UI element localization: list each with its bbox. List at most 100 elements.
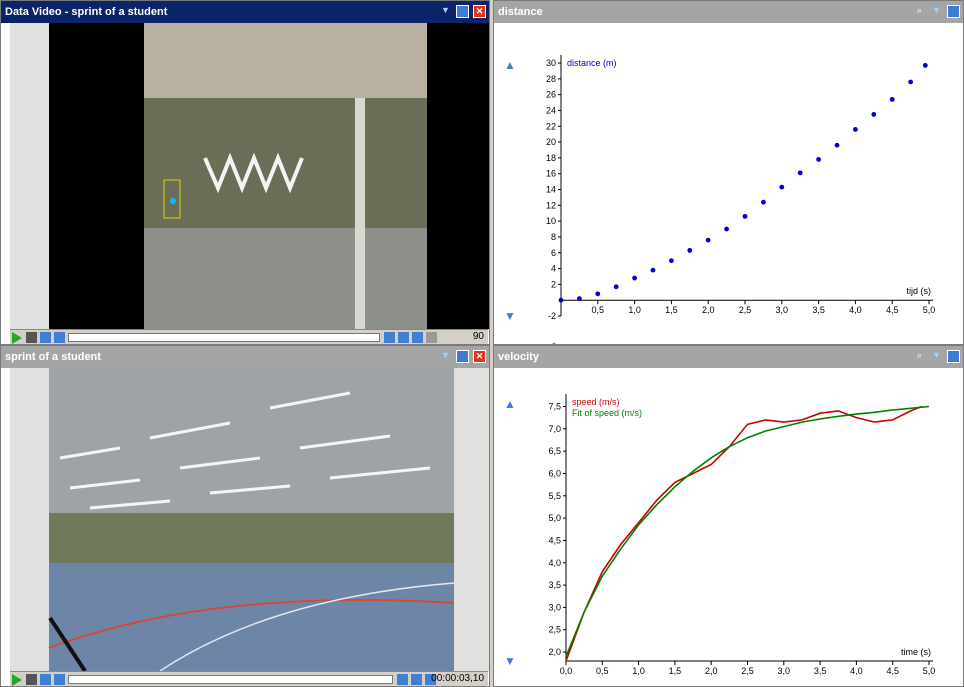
distance-graph-window: distance ⌕ ▼ -2 2 4 6 8 10 12 14 16 18 20 22 24 26 28 3…: [493, 0, 964, 345]
x-tick-label: 0,5: [596, 666, 609, 676]
y-tick-label: 14: [546, 185, 556, 195]
x-tick-label: 5,0: [923, 305, 936, 315]
magnifier-icon[interactable]: [426, 332, 437, 343]
scroll-left-icon: ◀: [546, 684, 556, 686]
y-tick-label: 3,0: [548, 602, 561, 612]
maximize-icon[interactable]: [947, 350, 960, 363]
y-tick-label: -2: [548, 311, 556, 321]
video-titlebar[interactable]: sprint of a student ▼ ✕: [1, 346, 489, 368]
video-frame[interactable]: [10, 368, 489, 673]
x-tick-label: 3,5: [814, 666, 827, 676]
y-tick-label: 20: [546, 137, 556, 147]
y-tick-label: 7,5: [548, 401, 561, 411]
data-video-frame[interactable]: [10, 23, 489, 329]
distance-titlebar[interactable]: distance ⌕ ▼: [494, 1, 963, 23]
legend-label: distance (m): [567, 58, 617, 68]
x-tick-label: 4,0: [850, 666, 863, 676]
y-tick-label: 26: [546, 90, 556, 100]
sports-hall-image: [48, 368, 455, 673]
y-tick-label: 4,0: [548, 558, 561, 568]
play-icon[interactable]: [12, 332, 22, 344]
x-tick-label: 0,0: [560, 666, 573, 676]
last-frame-icon[interactable]: [411, 674, 422, 685]
chevron-down-icon[interactable]: ▼: [932, 350, 941, 360]
data-point: [779, 184, 785, 190]
scroll-down-icon: ▼: [504, 654, 516, 668]
last-frame-icon[interactable]: [398, 332, 409, 343]
time-slider[interactable]: [68, 675, 393, 684]
y-tick-label: 2,0: [548, 647, 561, 657]
data-point: [650, 267, 656, 273]
previous-frame-icon[interactable]: [54, 332, 65, 343]
close-icon[interactable]: ✕: [473, 5, 486, 18]
velocity-graph-window: velocity ⌕ ▼ 2,0 2,5 3,0 3,5 4,0 4,5 5,0 5,5 6,0…: [493, 345, 964, 687]
x-axis-label: time (s): [901, 647, 931, 657]
data-point: [669, 258, 674, 264]
next-frame-icon[interactable]: [384, 332, 395, 343]
first-frame-icon[interactable]: [40, 674, 51, 685]
maximize-icon[interactable]: [456, 5, 469, 18]
data-video-titlebar[interactable]: Data Video - sprint of a student ▼ ✕: [1, 1, 489, 23]
x-tick-label: 2,0: [705, 666, 718, 676]
data-point: [632, 275, 637, 281]
x-tick-label: 4,5: [886, 666, 899, 676]
data-video-title: Data Video - sprint of a student: [5, 6, 168, 18]
loop-icon[interactable]: [412, 332, 423, 343]
frame-number: 90: [472, 331, 484, 342]
y-tick-label: 18: [546, 153, 556, 163]
distance-title: distance: [498, 6, 543, 18]
data-point: [705, 237, 711, 243]
data-point: [577, 296, 582, 302]
play-icon[interactable]: [12, 674, 22, 686]
magnifier-icon[interactable]: ⌕: [916, 5, 923, 15]
data-point: [724, 226, 729, 232]
video-controls: 00:00:03,10: [10, 671, 488, 686]
data-point: [871, 111, 877, 117]
velocity-titlebar[interactable]: velocity ⌕ ▼: [494, 346, 963, 368]
data-point: [797, 170, 803, 176]
scroll-left-icon: ◀: [546, 339, 556, 344]
y-tick-label: 6: [551, 248, 556, 258]
data-point: [889, 96, 895, 102]
y-tick-label: 6,5: [548, 446, 561, 456]
y-tick-label: 8: [551, 232, 556, 242]
stop-icon[interactable]: [26, 332, 37, 343]
y-tick-label: 12: [546, 200, 556, 210]
y-tick-label: 28: [546, 74, 556, 84]
x-tick-label: 2,5: [741, 666, 754, 676]
chevron-down-icon[interactable]: ▼: [932, 5, 941, 15]
data-point: [595, 291, 601, 297]
x-tick-label: 0,5: [592, 305, 605, 315]
data-point: [853, 127, 858, 132]
series-line: [565, 405, 930, 657]
maximize-icon[interactable]: [456, 350, 469, 363]
chevron-down-icon[interactable]: ▼: [441, 5, 450, 15]
x-tick-label: 1,5: [669, 666, 682, 676]
stop-icon[interactable]: [26, 674, 37, 685]
scroll-down-icon: ▼: [504, 309, 516, 323]
data-point: [613, 284, 619, 290]
data-point: [908, 79, 913, 85]
maximize-icon[interactable]: [947, 5, 960, 18]
data-video-image: [49, 23, 489, 329]
loop-icon[interactable]: [425, 674, 436, 685]
next-frame-icon[interactable]: [397, 674, 408, 685]
magnifier-icon[interactable]: ⌕: [916, 350, 923, 360]
data-video-window: Data Video - sprint of a student ▼ ✕: [0, 0, 490, 345]
y-tick-label: 6,0: [548, 468, 561, 478]
scroll-up-icon: ▲: [504, 58, 516, 72]
data-point: [761, 199, 766, 205]
first-frame-icon[interactable]: [40, 332, 51, 343]
x-tick-label: 3,0: [778, 666, 791, 676]
chevron-down-icon[interactable]: ▼: [441, 350, 450, 360]
y-tick-label: 2: [551, 279, 556, 289]
close-icon[interactable]: ✕: [473, 350, 486, 363]
velocity-title: velocity: [498, 351, 539, 363]
data-point: [687, 247, 693, 253]
frame-slider[interactable]: [68, 333, 380, 342]
previous-frame-icon[interactable]: [54, 674, 65, 685]
velocity-chart[interactable]: 2,0 2,5 3,0 3,5 4,0 4,5 5,0 5,5 6,0 6,5 7,0 7,5 0,0 0…: [494, 368, 963, 686]
data-point: [558, 297, 564, 303]
y-tick-label: 5,0: [548, 513, 561, 523]
